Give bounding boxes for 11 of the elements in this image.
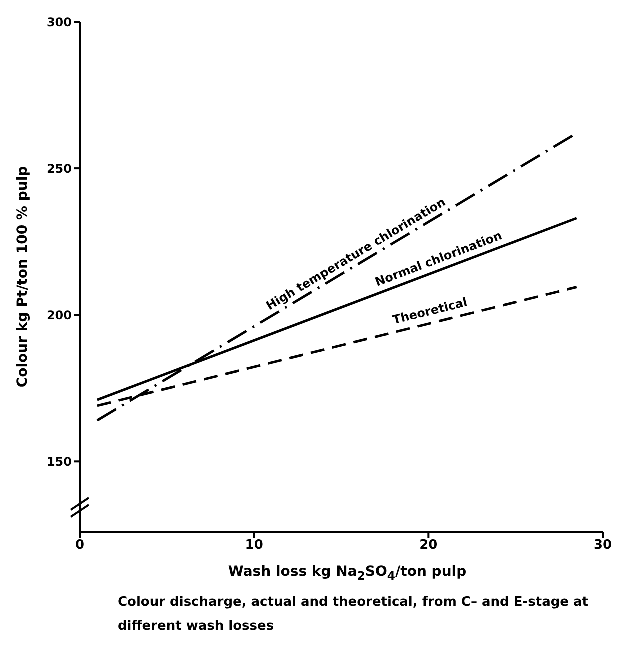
y-tick-label: 150 xyxy=(46,454,72,469)
x-tick-label: 30 xyxy=(594,538,612,554)
text: Colour discharge, actual and theoretical, from C– and E-stage at different wash losses xyxy=(118,594,590,636)
x-tick-label: 20 xyxy=(420,538,438,554)
x-tick-label: 10 xyxy=(245,538,264,554)
y-tick-label: 200 xyxy=(46,308,72,322)
y-axis-title: Colour kg Pt/ton 100 % pulp xyxy=(14,166,31,388)
x-axis-title: Wash loss kg Na$_{2}$SO$_{4}$/ton pulp xyxy=(227,564,468,583)
x-tick-label: 0 xyxy=(75,538,85,554)
y-tick-label: 250 xyxy=(46,162,72,176)
y-tick-label: 300 xyxy=(46,15,72,30)
